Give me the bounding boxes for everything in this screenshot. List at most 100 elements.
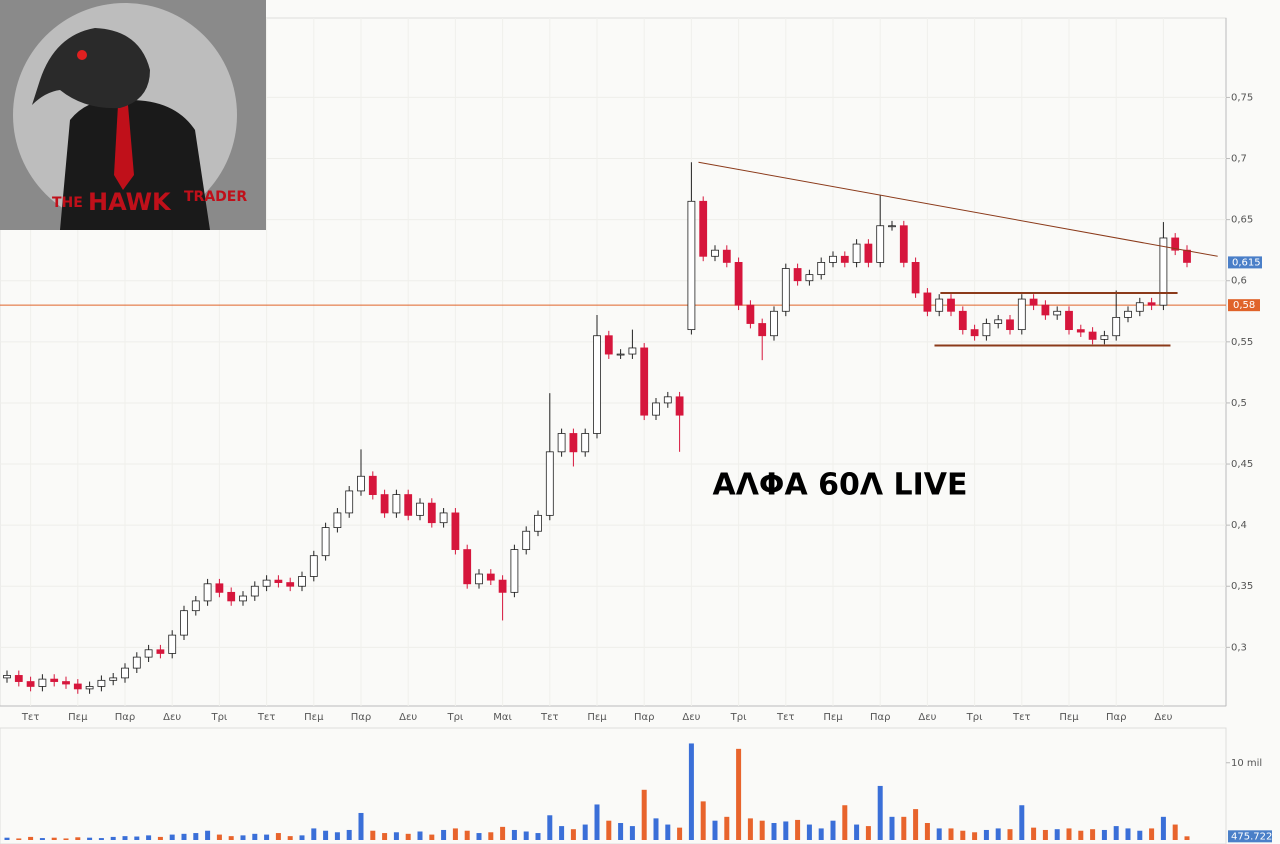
volume-bar: [75, 837, 81, 840]
volume-bar: [1054, 829, 1060, 840]
candle-body: [298, 576, 306, 587]
candle-body: [935, 298, 944, 312]
candle-body: [345, 490, 354, 514]
x-tick-label: Τρι: [446, 712, 463, 723]
volume-bar: [39, 838, 45, 840]
volume-bar: [582, 824, 588, 840]
candle-body: [26, 681, 35, 687]
candle-body: [711, 249, 719, 257]
volume-bar: [452, 828, 458, 840]
x-tick-label: Παρ: [1106, 712, 1126, 723]
volume-bar: [653, 818, 659, 840]
y-tick-label: 0,75: [1231, 92, 1253, 103]
candle-body: [510, 549, 519, 593]
volume-bar: [228, 836, 234, 840]
candle-body: [793, 268, 802, 282]
x-tick-label: Δευ: [918, 712, 936, 723]
candle-body: [1065, 310, 1073, 331]
price-level-label: 0,58: [1233, 300, 1255, 311]
x-tick-label: Πεμ: [68, 712, 88, 723]
volume-bar: [382, 833, 388, 840]
candle-body: [687, 200, 696, 331]
candle-body: [121, 667, 129, 679]
volume-bar: [122, 836, 128, 840]
x-tick-label: Δευ: [1154, 712, 1172, 723]
volume-bar: [346, 829, 352, 840]
volume-bar: [948, 828, 954, 840]
candle-body: [970, 329, 979, 337]
x-tick-label: Δευ: [399, 712, 417, 723]
y-tick-label: 0,4: [1231, 520, 1247, 531]
volume-bar: [972, 832, 978, 840]
candle-body: [203, 583, 212, 602]
volume-bar: [87, 837, 93, 840]
volume-bar: [393, 832, 399, 840]
candle-body: [380, 494, 389, 514]
volume-bar: [146, 835, 152, 840]
candle-body: [663, 396, 672, 404]
y-tick-label: 0,5: [1231, 398, 1247, 409]
volume-bar: [535, 833, 541, 840]
volume-bar: [216, 834, 222, 840]
candle-body: [829, 255, 837, 263]
volume-bar: [240, 835, 246, 840]
y-tick-label: 0,7: [1231, 154, 1247, 165]
volume-bar: [441, 829, 447, 840]
volume-bar: [901, 816, 907, 840]
candle-body: [309, 555, 318, 577]
x-tick-label: Παρ: [351, 712, 371, 723]
x-tick-label: Τετ: [21, 712, 40, 723]
logo-tie: [114, 105, 134, 190]
volume-bar: [547, 815, 553, 840]
volume-bar: [783, 821, 789, 840]
x-tick-label: Παρ: [870, 712, 890, 723]
volume-bar: [1101, 829, 1107, 840]
volume-bar: [181, 833, 187, 840]
candle-body: [38, 678, 47, 687]
candle-body: [262, 579, 271, 587]
volume-bar: [677, 827, 683, 840]
candle-body: [227, 591, 236, 602]
x-tick-label: Τετ: [257, 712, 276, 723]
candle-body: [758, 323, 767, 337]
x-tick-label: Πεμ: [1059, 712, 1079, 723]
volume-bar: [287, 836, 293, 840]
volume-bar: [641, 789, 647, 840]
volume-bar: [1113, 826, 1119, 840]
candle-body: [427, 502, 436, 524]
volume-bar: [51, 837, 57, 840]
candle-body: [534, 514, 542, 532]
volume-bar: [1042, 829, 1048, 840]
x-tick-label: Τετ: [776, 712, 795, 723]
logo-suit: [60, 99, 210, 230]
candle-body: [781, 268, 790, 312]
volume-bar: [936, 828, 942, 840]
candle-body: [888, 225, 896, 228]
volume-bar: [688, 743, 694, 840]
volume-bar: [1007, 829, 1013, 840]
candle-body: [545, 451, 554, 516]
x-tick-label: Τετ: [540, 712, 559, 723]
candle-body: [722, 249, 731, 263]
candle-body: [1029, 298, 1038, 306]
volume-bar: [134, 836, 140, 840]
candle-body: [132, 656, 141, 669]
x-tick-label: Δευ: [682, 712, 700, 723]
candle-body: [593, 335, 601, 434]
candle-body: [498, 579, 507, 593]
price-level-box: [1228, 299, 1260, 312]
candle-body: [1171, 237, 1180, 251]
trendline: [698, 161, 1218, 257]
candle-body: [770, 310, 778, 337]
candle-body: [899, 225, 908, 263]
candle-body: [357, 475, 365, 492]
volume-bar: [205, 830, 211, 840]
volume-bar: [311, 828, 317, 840]
volume-bar: [570, 829, 576, 840]
candle-body: [699, 200, 708, 257]
volume-bar: [1149, 828, 1155, 840]
volume-bar: [1090, 829, 1096, 840]
candle-body: [1112, 316, 1121, 337]
candle-body: [1147, 302, 1156, 306]
